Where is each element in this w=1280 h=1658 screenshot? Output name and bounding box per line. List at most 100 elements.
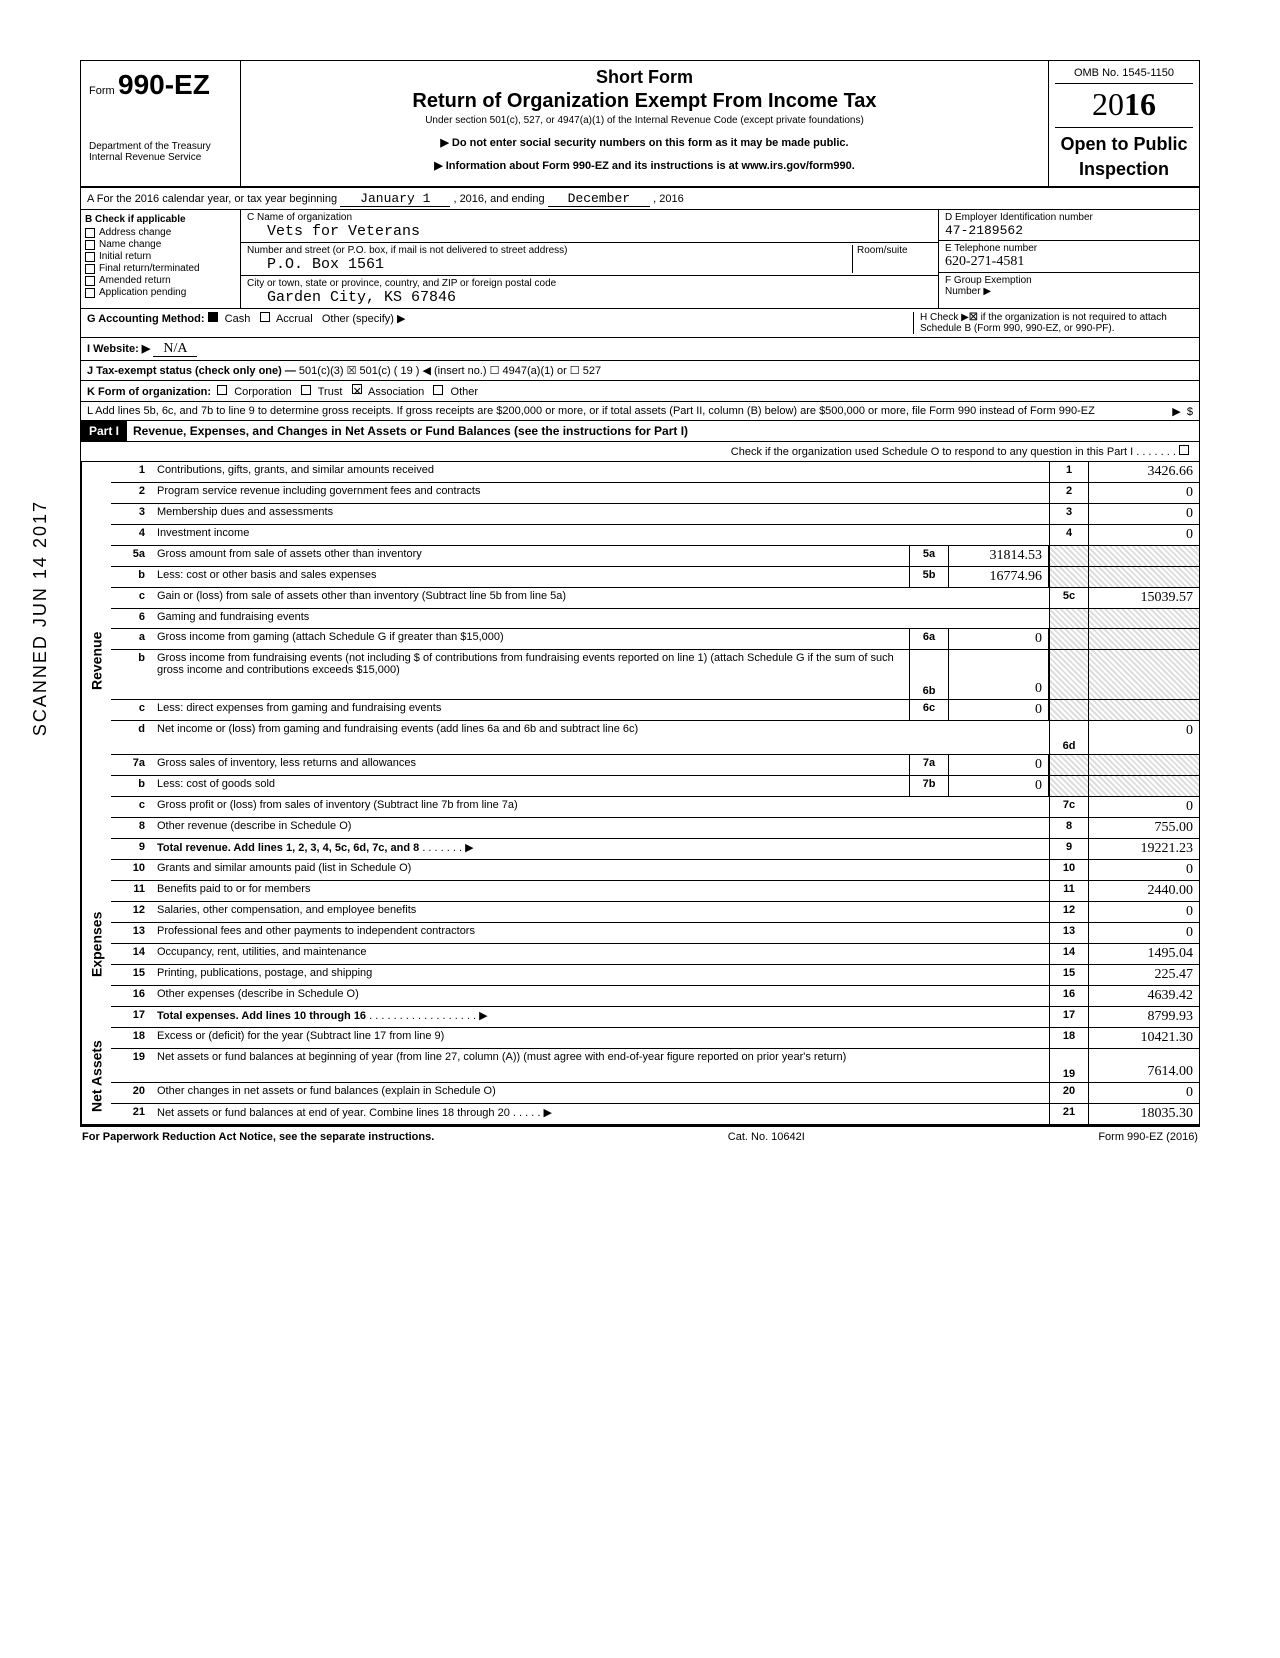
section-l: L Add lines 5b, 6c, and 7b to line 9 to …: [81, 402, 1199, 421]
cb-label: Application pending: [99, 287, 186, 298]
box-num: 7c: [1049, 797, 1089, 817]
other-org-label: Other: [451, 386, 479, 398]
revenue-side-label: Revenue: [81, 462, 111, 860]
box-num: 14: [1049, 944, 1089, 964]
line-desc: Salaries, other compensation, and employ…: [151, 902, 1049, 922]
box-num: 15: [1049, 965, 1089, 985]
mid-value: 0: [949, 776, 1049, 796]
tax-year: 2016: [1055, 86, 1193, 123]
ein-label: D Employer Identification number: [945, 212, 1193, 223]
line-value: 4639.42: [1089, 986, 1199, 1006]
line-desc: Net assets or fund balances at end of ye…: [157, 1107, 510, 1119]
line-desc: Gross income from fundraising events (no…: [151, 650, 909, 699]
line-num: 18: [111, 1028, 151, 1048]
tax-exempt-label: J Tax-exempt status (check only one) —: [87, 365, 296, 377]
checkbox-trust[interactable]: [301, 385, 311, 395]
line-value: 0: [1089, 860, 1199, 880]
line-num: 13: [111, 923, 151, 943]
shaded-cell: [1089, 755, 1199, 775]
line-desc: Excess or (deficit) for the year (Subtra…: [151, 1028, 1049, 1048]
line-num: d: [111, 721, 151, 754]
line-num: 7a: [111, 755, 151, 775]
checkbox-schedule-o[interactable]: [1179, 445, 1189, 455]
checkbox-other-org[interactable]: [433, 385, 443, 395]
line-value: 0: [1089, 483, 1199, 503]
expenses-section: Expenses 10Grants and similar amounts pa…: [81, 860, 1199, 1028]
shaded-cell: [1049, 776, 1089, 796]
part1-header: Part I Revenue, Expenses, and Changes in…: [81, 421, 1199, 442]
checkbox-final-return[interactable]: Final return/terminated: [85, 263, 236, 274]
checkbox-application-pending[interactable]: Application pending: [85, 287, 236, 298]
mid-value: 0: [949, 650, 1049, 699]
line-num: b: [111, 567, 151, 587]
checkbox-address-change[interactable]: Address change: [85, 227, 236, 238]
checkbox-amended[interactable]: Amended return: [85, 275, 236, 286]
checkbox-initial-return[interactable]: Initial return: [85, 251, 236, 262]
line-value: 3426.66: [1089, 462, 1199, 482]
checkbox-accrual[interactable]: [260, 312, 270, 322]
box-num: 9: [1049, 839, 1089, 859]
line-num: 6: [111, 609, 151, 628]
dollar-sign: $: [1187, 406, 1193, 418]
line-num: 8: [111, 818, 151, 838]
part1-check-text: Check if the organization used Schedule …: [731, 446, 1133, 458]
form-footer: For Paperwork Reduction Act Notice, see …: [80, 1127, 1200, 1147]
org-form-label: K Form of organization:: [87, 386, 211, 398]
org-city: Garden City, KS 67846: [247, 289, 932, 306]
accrual-label: Accrual: [276, 313, 313, 325]
checkbox-name-change[interactable]: Name change: [85, 239, 236, 250]
mid-box: 7b: [909, 776, 949, 796]
year-suffix: 16: [1124, 86, 1156, 122]
line-desc: Less: cost of goods sold: [151, 776, 909, 796]
form-title-cell: Short Form Return of Organization Exempt…: [241, 61, 1049, 186]
footer-right: Form 990-EZ (2016): [1098, 1131, 1198, 1143]
checkbox-assoc-checked[interactable]: ✕: [352, 384, 362, 394]
mid-box: 7a: [909, 755, 949, 775]
org-name-label: C Name of organization: [247, 212, 932, 223]
line-desc: Printing, publications, postage, and shi…: [151, 965, 1049, 985]
cash-label: Cash: [225, 313, 251, 325]
checkbox-corp[interactable]: [217, 385, 227, 395]
room-suite-label: Room/suite: [852, 245, 932, 273]
cb-label: Amended return: [99, 275, 171, 286]
box-num: 12: [1049, 902, 1089, 922]
cb-label: Address change: [99, 227, 171, 238]
accounting-method-label: G Accounting Method:: [87, 313, 205, 325]
cb-label: Final return/terminated: [99, 263, 200, 274]
form-number-cell: Form 990-EZ Department of the Treasury I…: [81, 61, 241, 186]
line-num: 12: [111, 902, 151, 922]
line-desc-bold: Total revenue. Add lines 1, 2, 3, 4, 5c,…: [157, 842, 419, 854]
org-name: Vets for Veterans: [247, 223, 932, 240]
form-990ez: Form 990-EZ Department of the Treasury I…: [80, 60, 1200, 1127]
section-a-label: A For the 2016 calendar year, or tax yea…: [87, 193, 337, 205]
box-num: 8: [1049, 818, 1089, 838]
shaded-cell: [1089, 700, 1199, 720]
mid-value: 0: [949, 629, 1049, 649]
line-value: 7614.00: [1089, 1049, 1199, 1082]
number-label: Number ▶: [945, 286, 1193, 297]
line-num: 9: [111, 839, 151, 859]
section-h-label: H Check ▶: [920, 312, 969, 323]
section-b: B Check if applicable Address change Nam…: [81, 210, 241, 308]
revenue-section: Revenue 1Contributions, gifts, grants, a…: [81, 462, 1199, 860]
line-desc: Grants and similar amounts paid (list in…: [151, 860, 1049, 880]
scanned-stamp: SCANNED JUN 14 2017: [30, 500, 51, 736]
line-desc: Gain or (loss) from sale of assets other…: [151, 588, 1049, 608]
box-num: 4: [1049, 525, 1089, 545]
line-value: 225.47: [1089, 965, 1199, 985]
line-num: 17: [111, 1007, 151, 1027]
section-d-e-f: D Employer Identification number 47-2189…: [939, 210, 1199, 308]
omb-number: OMB No. 1545-1150: [1055, 67, 1193, 84]
shaded-cell: [1049, 609, 1089, 628]
mid-value: 16774.96: [949, 567, 1049, 587]
inspection: Inspection: [1055, 159, 1193, 180]
checkbox-cash-checked[interactable]: [208, 312, 218, 322]
line-num: 5a: [111, 546, 151, 566]
shaded-cell: [1089, 650, 1199, 699]
form-header: Form 990-EZ Department of the Treasury I…: [81, 61, 1199, 188]
section-l-text: L Add lines 5b, 6c, and 7b to line 9 to …: [87, 405, 1095, 417]
part1-label: Part I: [81, 421, 127, 441]
section-a-year: , 2016: [653, 193, 684, 205]
line-num: 4: [111, 525, 151, 545]
line-desc: Less: cost or other basis and sales expe…: [151, 567, 909, 587]
